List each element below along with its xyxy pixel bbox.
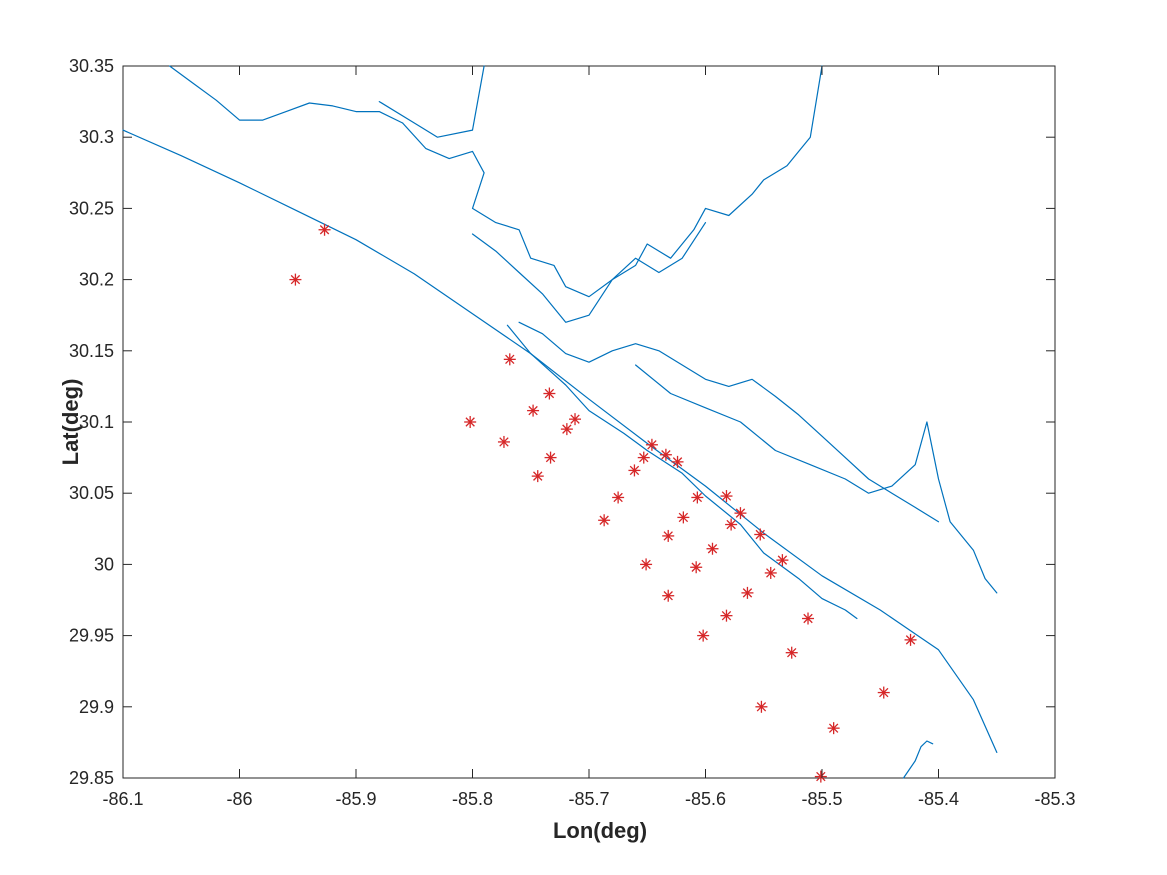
data-point-35 [802, 612, 815, 625]
y-tick-label: 29.85 [69, 768, 114, 788]
data-point-8 [560, 423, 573, 436]
y-axis-title: Lat(deg) [58, 379, 83, 466]
x-tick-label: -85.6 [685, 789, 726, 809]
data-point-36 [785, 646, 798, 659]
data-point-33 [720, 609, 733, 622]
data-point-19 [662, 529, 675, 542]
data-point-34 [697, 629, 710, 642]
data-point-17 [612, 491, 625, 504]
data-point-11 [531, 470, 544, 483]
coastline-east-arm [634, 364, 998, 594]
coastline-layer [122, 65, 998, 779]
axes-box [122, 65, 1056, 779]
y-tick-label: 30.2 [79, 270, 114, 290]
data-point-40 [904, 633, 917, 646]
tick-layer: -86.1 -86 -85.9 -85.8 -85.7 -85.6 -85.5 -85.4 -8… [69, 56, 1076, 809]
data-point-9 [569, 413, 582, 426]
data-point-22 [720, 490, 733, 503]
data-point-2 [289, 273, 302, 286]
data-point-29 [754, 528, 767, 541]
y-tick-label: 30.1 [79, 412, 114, 432]
data-point-24 [725, 518, 738, 531]
y-tick-label: 29.95 [69, 626, 114, 646]
x-tick-label: -85.7 [568, 789, 609, 809]
data-point-18 [598, 514, 611, 527]
data-point-5 [497, 435, 510, 448]
data-point-13 [645, 438, 658, 451]
coastline-west-arm [378, 65, 485, 138]
y-tick-label: 30.05 [69, 483, 114, 503]
data-point-27 [662, 589, 675, 602]
data-point-4 [464, 416, 477, 428]
data-point-26 [690, 561, 703, 574]
data-point-16 [628, 464, 641, 477]
coastline-gulf-shore [122, 129, 998, 754]
data-point-6 [527, 404, 540, 417]
coastline-northwest-shore [169, 65, 404, 124]
coastline-inner-bay [518, 321, 940, 523]
marker-layer [289, 223, 917, 783]
x-tick-label: -85.9 [335, 789, 376, 809]
y-tick-label: 30.15 [69, 341, 114, 361]
data-point-1 [318, 223, 331, 236]
x-tick-label: -86 [226, 789, 252, 809]
y-tick-label: 30.3 [79, 127, 114, 147]
x-tick-label: -85.5 [801, 789, 842, 809]
data-point-10 [544, 451, 557, 464]
coastline-southeast-inlet [902, 740, 934, 779]
coastline-middle-arm [471, 222, 707, 323]
data-point-14 [659, 448, 672, 461]
plot-area: -86.1 -86 -85.9 -85.8 -85.7 -85.6 -85.5 -85.4 -8… [69, 56, 1076, 809]
data-point-31 [764, 566, 777, 579]
data-point-15 [671, 455, 684, 468]
data-point-37 [755, 700, 768, 713]
data-point-39 [877, 686, 890, 699]
x-tick-label: -86.1 [102, 789, 143, 809]
data-point-28 [640, 558, 653, 571]
data-point-32 [741, 586, 754, 599]
x-tick-label: -85.4 [918, 789, 959, 809]
data-point-3 [503, 353, 516, 366]
y-tick-label: 30.35 [69, 56, 114, 76]
coastline-bay-side-shore [506, 324, 858, 620]
y-tick-label: 30.25 [69, 198, 114, 218]
data-point-38 [827, 722, 840, 735]
data-point-12 [637, 451, 650, 464]
data-point-30 [776, 554, 789, 567]
data-point-41 [814, 770, 827, 783]
data-point-20 [677, 511, 690, 524]
data-point-23 [734, 507, 747, 520]
x-tick-label: -85.3 [1034, 789, 1075, 809]
y-tick-label: 29.9 [79, 697, 114, 717]
x-axis-title: Lon(deg) [553, 818, 647, 843]
y-tick-label: 30 [94, 554, 114, 574]
data-point-25 [706, 542, 719, 555]
data-point-7 [543, 387, 556, 400]
x-tick-label: -85.8 [452, 789, 493, 809]
data-point-21 [691, 491, 704, 504]
